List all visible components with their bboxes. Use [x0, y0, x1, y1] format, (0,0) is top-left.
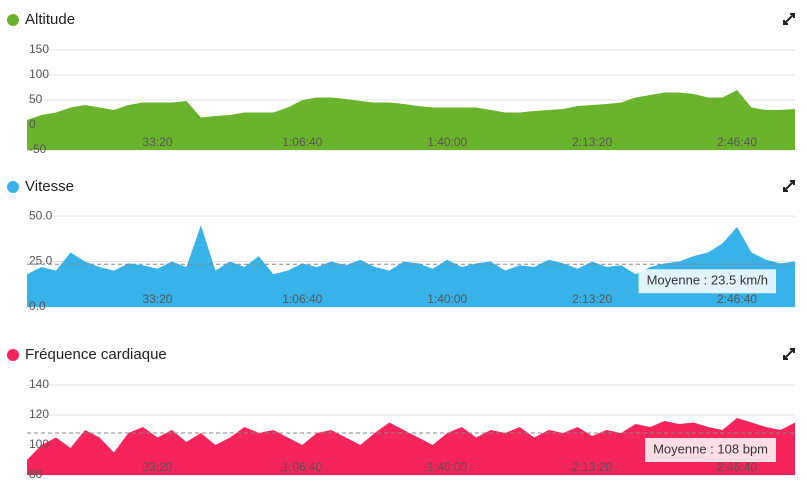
legend-dot	[7, 349, 19, 361]
x-tick-label: 33:20	[142, 460, 172, 474]
legend-dot	[7, 181, 19, 193]
annotation-box	[645, 438, 776, 462]
x-tick-label: 2:13:20	[572, 135, 612, 149]
x-tick-label: 2:13:20	[572, 460, 612, 474]
legend-dot	[7, 14, 19, 26]
y-tick-label: 50	[29, 92, 43, 106]
y-tick-label: 120	[29, 407, 49, 421]
chart-title: Fréquence cardiaque	[25, 346, 167, 363]
area	[27, 225, 795, 307]
x-tick-label: 33:20	[142, 135, 172, 149]
y-tick-label: 0.0	[29, 299, 46, 313]
annotation-box	[638, 269, 776, 294]
x-tick-label: 1:40:00	[427, 135, 467, 149]
annotation-text: Moyenne : 23.5 km/h	[647, 273, 768, 288]
x-tick-label: 1:06:40	[282, 460, 322, 474]
area	[27, 418, 795, 475]
y-tick-label: -50	[29, 142, 47, 156]
x-tick-label: 1:06:40	[282, 135, 322, 149]
expand-icon[interactable]	[783, 348, 795, 360]
y-tick-label: 0	[29, 117, 36, 131]
annotation: Moyenne : 108 bpm	[645, 438, 776, 462]
y-tick-label: 100	[29, 437, 49, 451]
y-tick-label: 150	[29, 42, 49, 56]
x-tick-label: 2:13:20	[572, 292, 612, 306]
x-tick-label: 1:40:00	[427, 460, 467, 474]
y-tick-label: 100	[29, 67, 49, 81]
x-tick-label: 2:46:40	[717, 135, 757, 149]
chart-title: Altitude	[25, 11, 75, 28]
annotation-text: Moyenne : 108 bpm	[653, 441, 768, 456]
y-tick-label: 50.0	[29, 208, 53, 222]
x-tick-label: 1:06:40	[282, 292, 322, 306]
y-tick-label: 140	[29, 377, 49, 391]
x-tick-label: 33:20	[142, 292, 172, 306]
x-tick-label: 2:46:40	[717, 292, 757, 306]
expand-icon[interactable]	[783, 180, 795, 192]
x-tick-label: 1:40:00	[427, 292, 467, 306]
y-tick-label: 25.0	[29, 254, 53, 268]
annotation: Moyenne : 23.5 km/h	[638, 269, 776, 294]
expand-icon[interactable]	[783, 13, 795, 25]
area	[27, 90, 795, 150]
chart-title: Vitesse	[25, 178, 74, 195]
x-tick-label: 2:46:40	[717, 460, 757, 474]
y-tick-label: 80	[29, 467, 43, 481]
